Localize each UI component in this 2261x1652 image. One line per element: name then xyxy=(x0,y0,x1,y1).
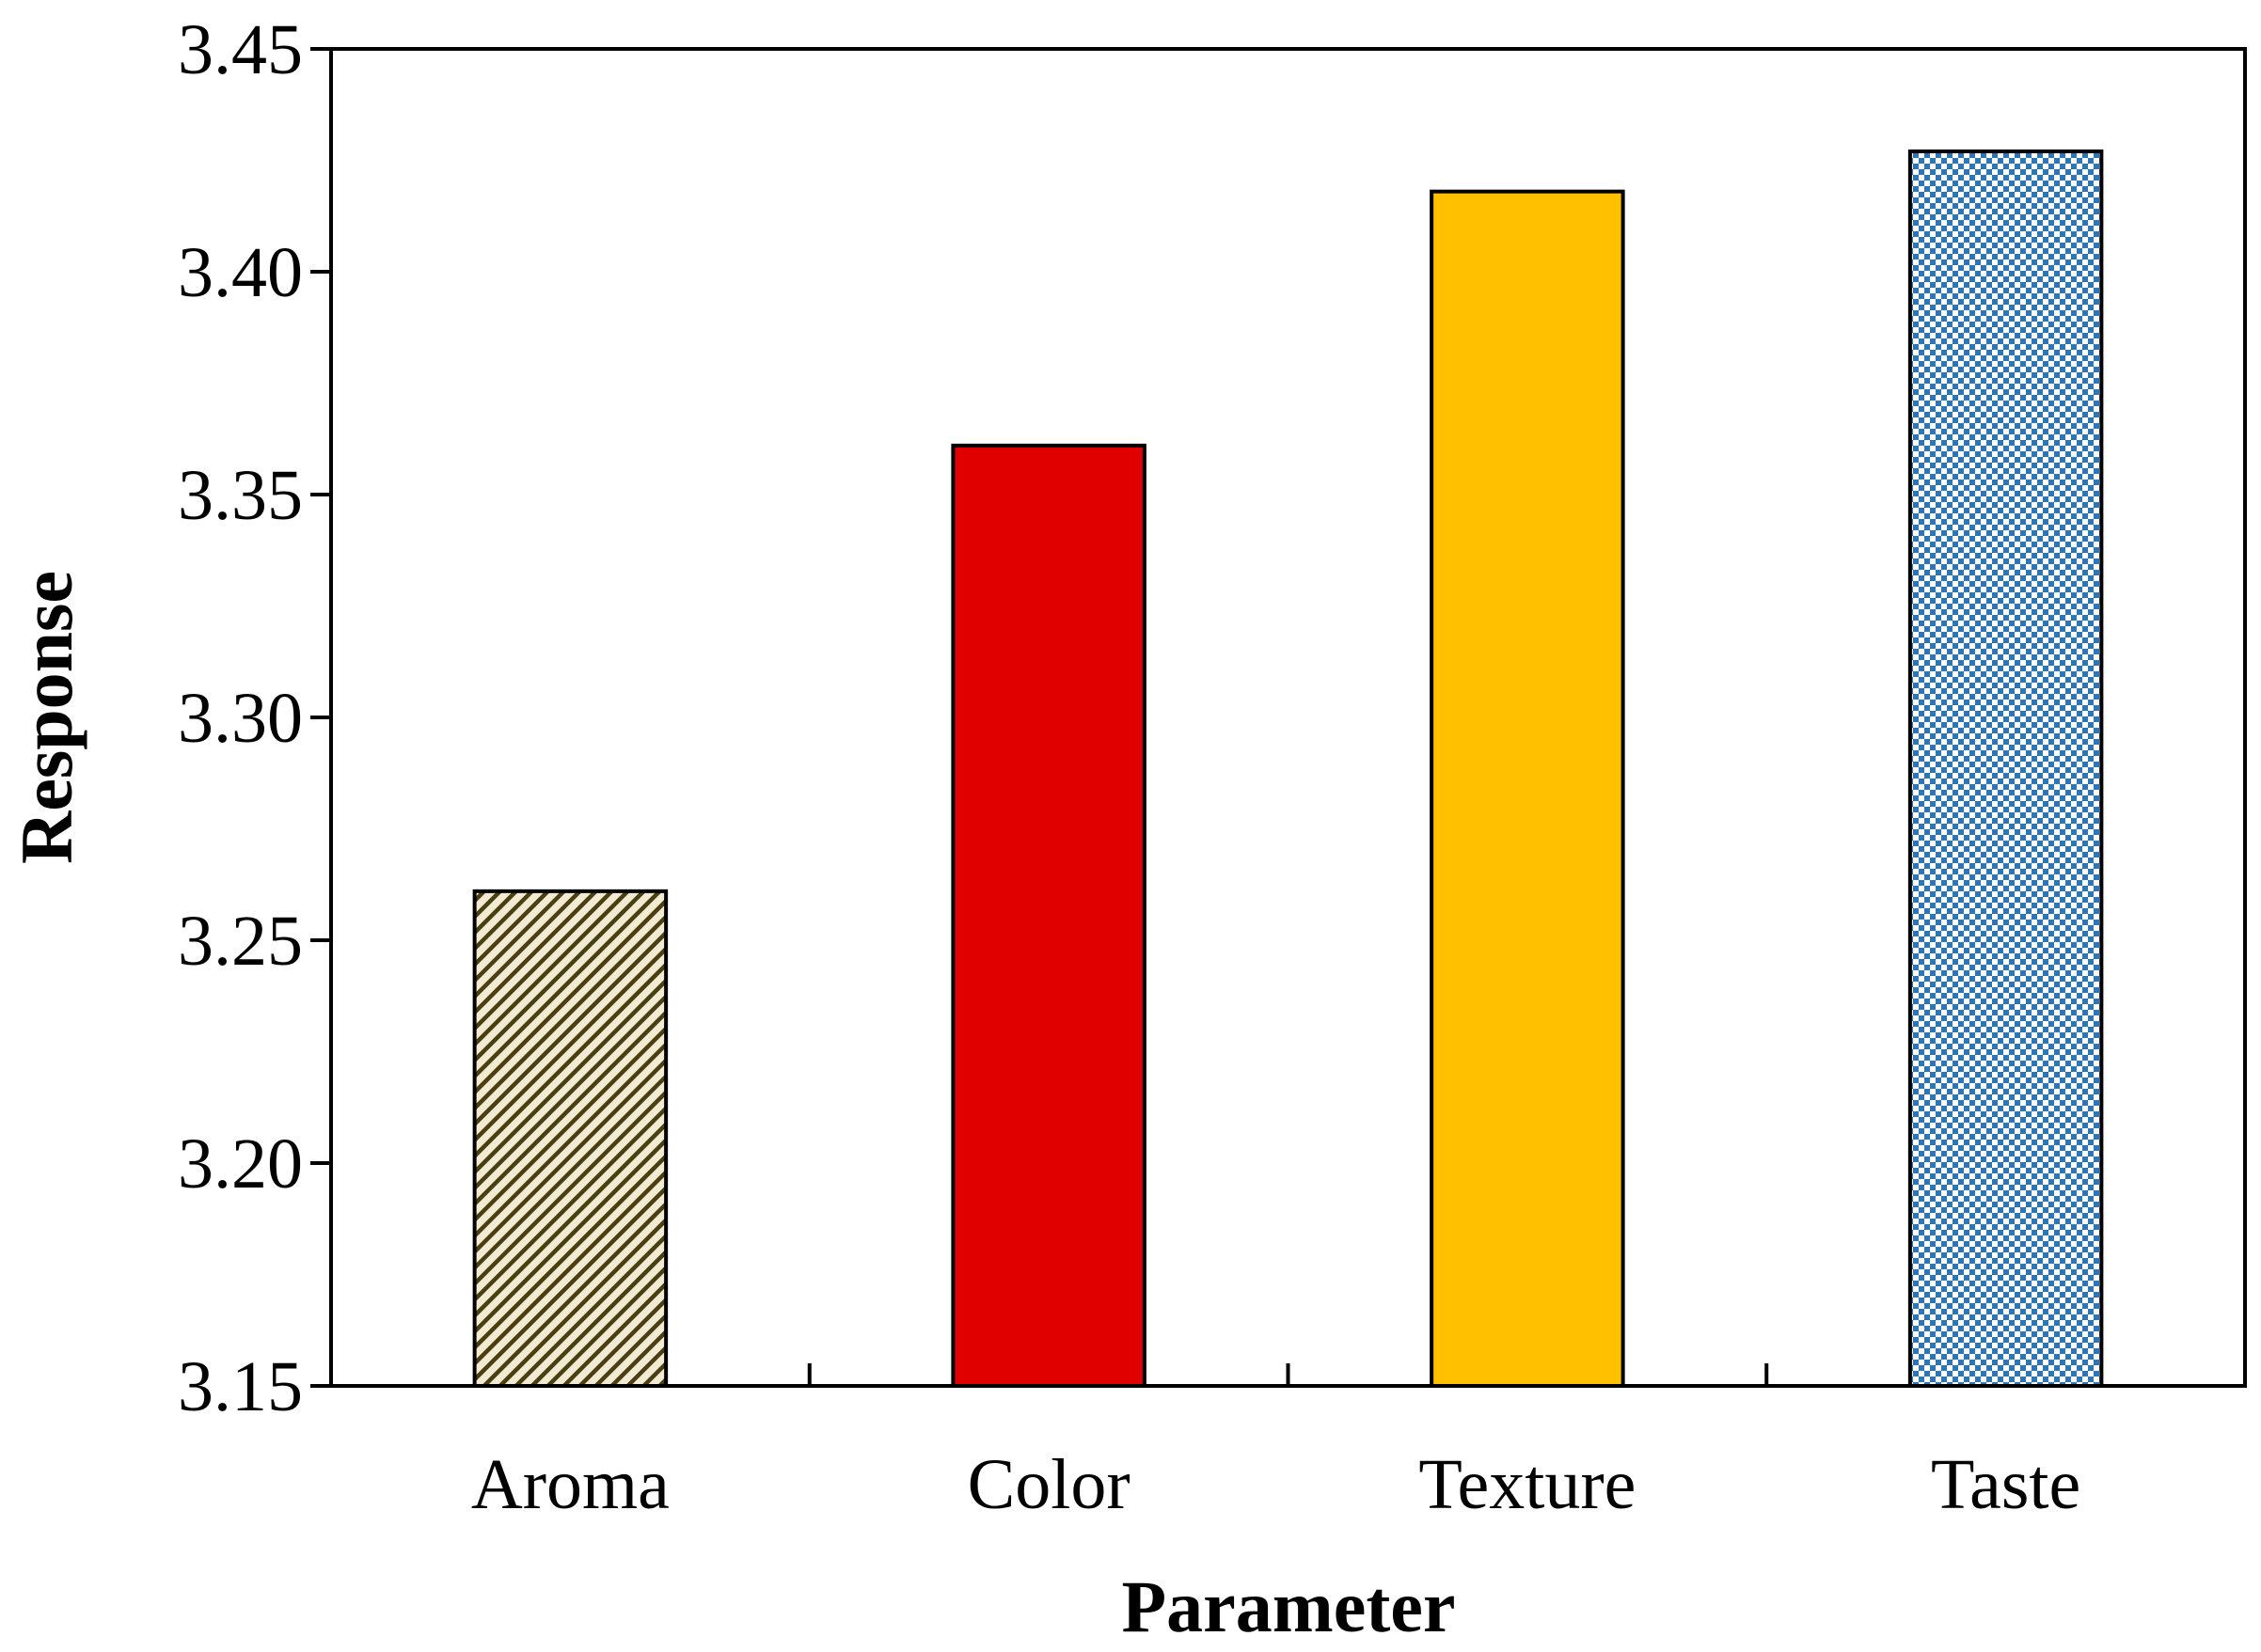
y-axis: 3.15 3.20 3.25 3.30 3.35 3.40 3.45 xyxy=(178,10,331,1426)
y-tick-label: 3.25 xyxy=(178,902,303,981)
x-category-label: Taste xyxy=(1931,1445,2080,1524)
bar-taste xyxy=(1907,149,2104,1388)
x-axis-title: Parameter xyxy=(1121,1565,1455,1647)
y-tick-label: 3.40 xyxy=(178,233,303,312)
y-tick-label: 3.35 xyxy=(178,456,303,535)
bar-series xyxy=(472,149,2104,1388)
y-axis-title: Response xyxy=(6,571,87,864)
y-tick-label: 3.30 xyxy=(178,679,303,758)
y-tick-label: 3.45 xyxy=(178,10,303,89)
x-axis: Aroma Color Texture Taste xyxy=(471,1363,2080,1524)
x-category-label: Texture xyxy=(1418,1445,1636,1524)
x-category-label: Color xyxy=(968,1445,1130,1524)
y-tick-label: 3.20 xyxy=(178,1125,303,1204)
x-category-label: Aroma xyxy=(471,1445,670,1524)
bar-texture xyxy=(1430,189,1625,1388)
y-tick-label: 3.15 xyxy=(178,1347,303,1426)
bar-aroma xyxy=(472,889,669,1388)
bar-color xyxy=(951,443,1146,1388)
